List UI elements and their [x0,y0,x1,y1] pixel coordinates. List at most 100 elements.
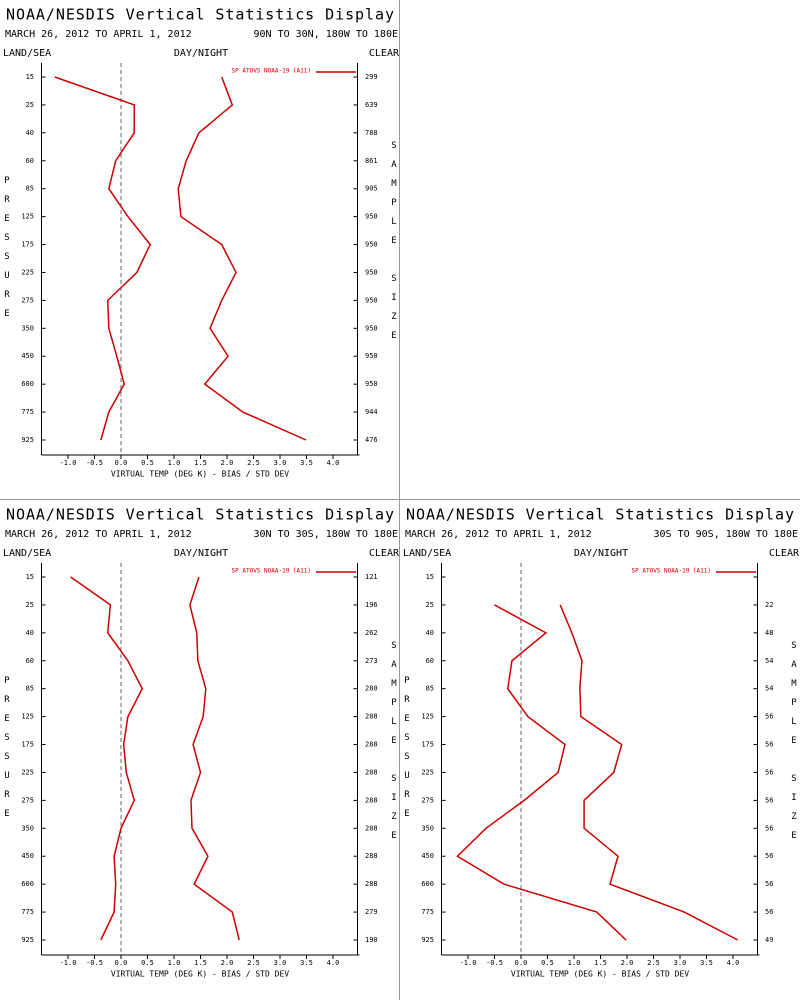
y-tick-label: 225 [21,268,34,276]
sample-size: 950 [365,268,378,276]
sample-size: 288 [365,741,378,749]
sample-size: 288 [365,768,378,776]
y-tick-label: 125 [21,213,34,221]
x-tick-label: 1.5 [194,459,207,467]
sample-size: 56 [765,741,773,749]
sample-size: 56 [765,852,773,860]
y-tick-label: 925 [421,936,434,944]
y-tick-label: 25 [26,101,34,109]
x-tick-label: -1.0 [460,959,477,967]
sample-size: 273 [365,657,378,665]
chart-panel: NOAA/NESDIS Vertical Statistics Display M… [402,506,800,979]
land-sea-label: LAND/SEA [403,548,451,559]
sample-size: 48 [765,629,773,637]
y-tick-label: 15 [26,73,34,81]
sample-size: 950 [365,352,378,360]
y2-axis-label: SAMPLE SIZE [389,641,399,850]
sample-size: 121 [365,573,378,581]
y-tick-label: 175 [421,741,434,749]
profile-line [54,76,152,441]
x-tick-label: 3.5 [300,459,313,467]
x-tick-label: 0.5 [541,959,554,967]
chart-title: NOAA/NESDIS Vertical Statistics Display [406,506,794,524]
y-tick-label: 925 [21,436,34,444]
sample-size: 950 [365,241,378,249]
sample-size: 56 [765,880,773,888]
sample-size: 288 [365,852,378,860]
y-tick-label: 350 [421,824,434,832]
legend-label: SP ATOVS NOAA-19 (A11) [632,568,711,575]
y-tick-label: 40 [26,129,34,137]
profile-line [189,576,240,941]
x-tick-label: 1.5 [194,959,207,967]
y-tick-label: 925 [21,936,34,944]
land-sea-label: LAND/SEA [3,48,51,59]
x-tick-label: -0.5 [86,459,103,467]
sample-size: 788 [365,129,378,137]
y-tick-label: 275 [21,296,34,304]
x-tick-label: 3.5 [700,959,713,967]
sample-size: 944 [365,408,378,416]
x-tick-label: 4.0 [327,959,340,967]
y-tick-label: 60 [426,657,434,665]
x-tick-label: -1.0 [60,459,77,467]
x-tick-label: 1.0 [168,959,181,967]
sample-size: 950 [365,324,378,332]
x-tick-label: 0.0 [515,959,528,967]
y-tick-label: 450 [421,852,434,860]
profile-line [559,604,739,941]
y-tick-label: 25 [426,601,434,609]
date-range: MARCH 26, 2012 TO APRIL 1, 2012 [5,29,192,40]
sample-size: 56 [765,824,773,832]
x-tick-label: 3.0 [674,959,687,967]
sample-size: 262 [365,629,378,637]
sample-size: 905 [365,185,378,193]
y-tick-label: 40 [26,629,34,637]
y-tick-label: 600 [21,380,34,388]
y-tick-label: 25 [26,601,34,609]
date-range: MARCH 26, 2012 TO APRIL 1, 2012 [405,529,592,540]
land-sea-label: LAND/SEA [3,548,51,559]
sample-size: 299 [365,73,378,81]
day-night-label: DAY/NIGHT [574,548,628,559]
chart-panel: NOAA/NESDIS Vertical Statistics Display M… [2,6,400,479]
x-tick-label: 2.5 [247,959,260,967]
sample-size: 288 [365,824,378,832]
sample-size: 54 [765,657,773,665]
sample-size: 54 [765,685,773,693]
x-tick-label: 4.0 [727,959,740,967]
y-tick-label: 40 [426,629,434,637]
y-tick-label: 85 [426,685,434,693]
y2-axis-label: SAMPLE SIZE [789,641,799,850]
x-tick-label: 2.0 [221,959,234,967]
x-tick-label: -0.5 [486,959,503,967]
x-tick-label: 3.5 [300,959,313,967]
y-tick-label: 225 [421,768,434,776]
x-tick-label: 0.0 [115,959,128,967]
chart-title: NOAA/NESDIS Vertical Statistics Display [6,506,394,524]
y-tick-label: 175 [21,241,34,249]
sample-size: 861 [365,157,378,165]
x-tick-label: 2.5 [247,459,260,467]
clear-label: CLEAR [769,548,800,559]
y-tick-label: 600 [421,880,434,888]
region: 30N TO 30S, 180W TO 180E [254,529,399,540]
y-tick-label: 275 [421,796,434,804]
x-tick-label: 0.5 [141,959,154,967]
chart-title: NOAA/NESDIS Vertical Statistics Display [6,6,394,24]
sample-size: 56 [765,713,773,721]
y-tick-label: 450 [21,852,34,860]
x-tick-label: -0.5 [86,959,103,967]
y-tick-label: 775 [21,408,34,416]
y2-axis-label: SAMPLE SIZE [389,141,399,350]
x-tick-label: 0.5 [141,459,154,467]
x-tick-label: 0.0 [115,459,128,467]
y-tick-label: 15 [26,573,34,581]
profile-line [70,576,144,941]
y-tick-label: 350 [21,324,34,332]
sample-size: 288 [365,796,378,804]
sample-size: 56 [765,908,773,916]
sample-size: 196 [365,601,378,609]
y-tick-label: 600 [21,880,34,888]
